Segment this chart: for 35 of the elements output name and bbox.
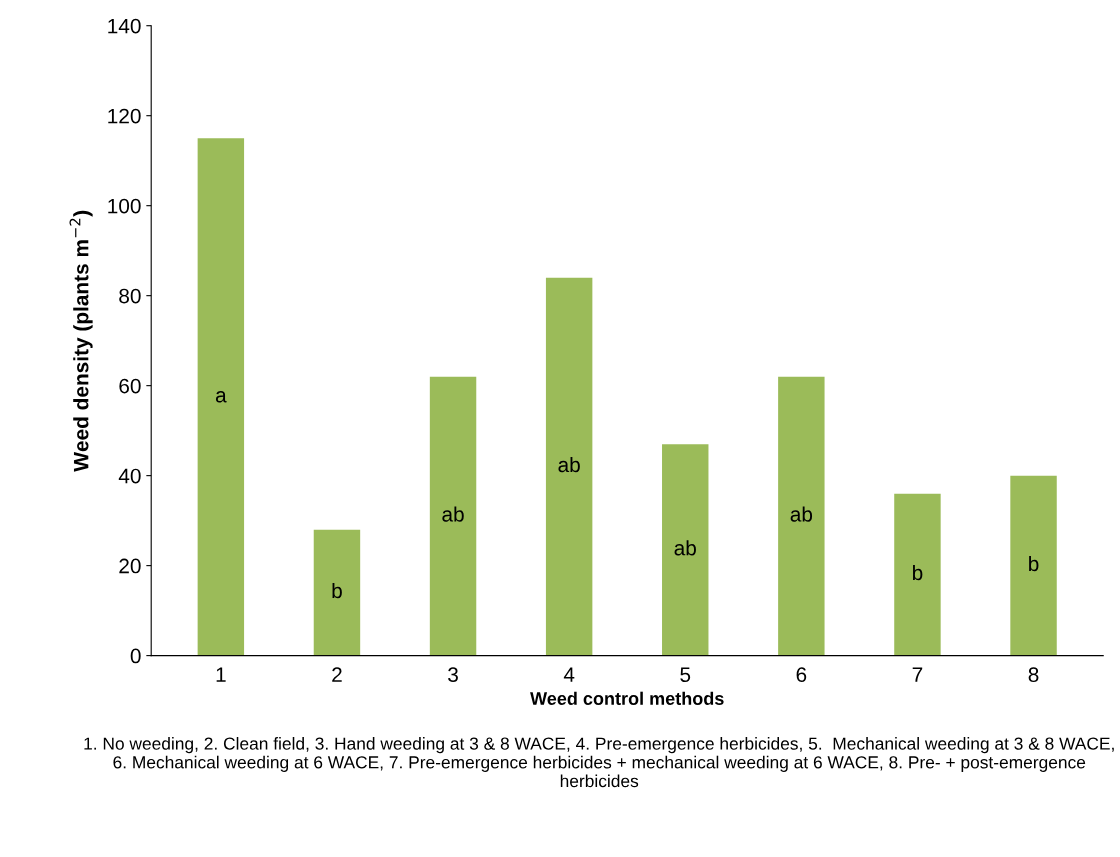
y-tick-label: 100: [108, 198, 141, 214]
x-tick-label: 1: [216, 667, 226, 682]
x-axis-title: Weed control methods: [530, 691, 724, 705]
y-tick-label: 80: [119, 288, 141, 304]
x-tick-label: 5: [680, 667, 691, 683]
y-axis-title: Weed density (plants m$^{−2}$): [69, 210, 93, 472]
y-tick-label: 20: [119, 558, 141, 574]
y-tick-label: 0: [130, 648, 141, 664]
annotation: a: [215, 391, 227, 403]
y-tick-label: 120: [108, 108, 141, 124]
annotation: ab: [674, 540, 696, 556]
bar: [197, 138, 245, 656]
bar: [545, 277, 593, 656]
annotation: b: [913, 564, 923, 581]
x-tick-label: 4: [563, 667, 575, 682]
bar: [894, 493, 941, 656]
annotation: ab: [790, 506, 813, 522]
annotation: b: [1029, 555, 1039, 572]
x-tick-label: 6: [796, 667, 807, 683]
bar: [313, 529, 361, 656]
annotation: b: [332, 582, 342, 599]
annotation: ab: [442, 506, 464, 522]
x-tick-label: 2: [332, 667, 342, 682]
y-tick-label: 60: [119, 378, 141, 394]
x-tick-label: 3: [448, 667, 458, 683]
x-tick-label: 8: [1028, 667, 1039, 683]
y-tick-label: 140: [108, 18, 141, 34]
text: 1. No weeding, 2. Clean field, 3. Hand weeding at 3 & 8 WACE, 4. Pre-emergence herbicides, 5. Mechanical weeding at 3 & 8 WACE, 6. Mechanical weeding at 6 WACE, 7. Pre-emergence herbicides + mechanical weeding at 6 WACE, 8. Pre- + post-emergence herbicides: [84, 737, 1114, 788]
bar: [662, 444, 709, 656]
annotation: ab: [558, 456, 580, 473]
x-tick-label: 7: [912, 667, 923, 682]
bar: [429, 376, 477, 656]
y-tick-label: 40: [118, 468, 141, 484]
bar: [778, 376, 825, 656]
bar: [1010, 475, 1057, 656]
